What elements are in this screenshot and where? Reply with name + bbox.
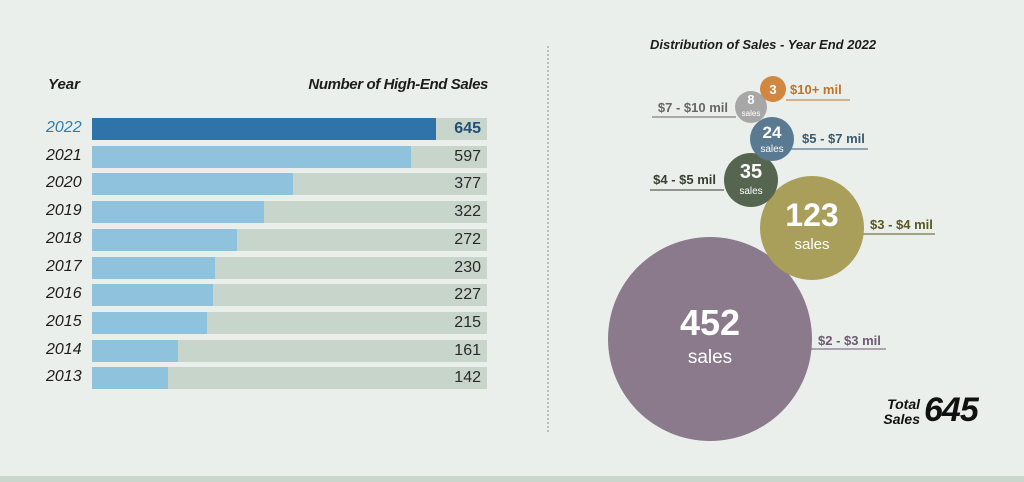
bubble-group: 24 sales $5 - $7 mil: [750, 117, 868, 161]
year-label: 2013: [46, 368, 82, 385]
bar-track: 227: [92, 284, 487, 306]
total-sales-label: Total Sales: [883, 396, 920, 427]
bar-row: 2019 322: [0, 201, 500, 223]
bar-track: 645: [92, 118, 487, 140]
bubble-count: 123: [785, 197, 838, 233]
year-label: 2020: [46, 174, 82, 191]
bar-value-label: 215: [454, 314, 481, 331]
bubble: [735, 91, 767, 123]
bar-fill: [92, 118, 436, 140]
bar-value-label: 272: [454, 231, 481, 248]
year-label: 2015: [46, 313, 82, 330]
bubble: [608, 237, 812, 441]
bar-row: 2016 227: [0, 284, 500, 306]
bar-value-label: 161: [454, 342, 481, 359]
bubble-count: 24: [763, 123, 782, 142]
bar-value-label: 322: [454, 203, 481, 220]
bubble-group: 123 sales $3 - $4 mil: [760, 176, 935, 280]
bar-track: 142: [92, 367, 487, 389]
total-sales-value: 645: [924, 391, 979, 429]
bar-track: 161: [92, 340, 487, 362]
year-label: 2019: [46, 202, 82, 219]
footer-band: [0, 476, 1024, 482]
bar-fill: [92, 340, 178, 362]
bar-fill: [92, 367, 168, 389]
bubble-range-label: $7 - $10 mil: [658, 100, 728, 115]
bar-fill: [92, 312, 207, 334]
bar-row: 2020 377: [0, 173, 500, 195]
bubble-unit: sales: [794, 236, 829, 253]
bubble-group: 8 sales $7 - $10 mil: [652, 91, 767, 123]
bar-fill: [92, 229, 237, 251]
bubble-unit: sales: [760, 144, 783, 155]
distribution-title: Distribution of Sales - Year End 2022: [650, 37, 877, 52]
bar-value-label: 597: [454, 148, 481, 165]
bubble-range-label: $2 - $3 mil: [818, 333, 881, 348]
bubble: [750, 117, 794, 161]
bar-row: 2018 272: [0, 229, 500, 251]
bar-track: 322: [92, 201, 487, 223]
bar-fill: [92, 284, 213, 306]
bar-fill: [92, 257, 215, 279]
bar-fill: [92, 201, 264, 223]
bar-track: 377: [92, 173, 487, 195]
year-label: 2014: [46, 341, 82, 358]
bubble-group: 452 sales $2 - $3 mil: [608, 237, 886, 441]
bubble: [760, 76, 786, 102]
sales-column-header: Number of High-End Sales: [308, 76, 488, 93]
bar-fill: [92, 173, 293, 195]
bar-row: 2014 161: [0, 340, 500, 362]
panel-divider: [547, 46, 549, 432]
year-label: 2021: [46, 147, 82, 164]
bar-track: 215: [92, 312, 487, 334]
bar-row: 2022 645: [0, 118, 500, 140]
year-label: 2016: [46, 285, 82, 302]
bubble-unit: sales: [742, 109, 761, 118]
bar-row: 2017 230: [0, 257, 500, 279]
year-label: 2022: [46, 119, 82, 136]
bar-track: 272: [92, 229, 487, 251]
bubble-unit: sales: [739, 186, 762, 197]
bubble-count: 452: [680, 302, 740, 343]
bar-track: 597: [92, 146, 487, 168]
bar-row: 2021 597: [0, 146, 500, 168]
bubble-unit: sales: [688, 347, 732, 368]
bar-value-label: 230: [454, 259, 481, 276]
bubble-range-label: $5 - $7 mil: [802, 131, 865, 146]
bubble: [760, 176, 864, 280]
bar-value-label: 142: [454, 369, 481, 386]
year-column-header: Year: [48, 76, 80, 93]
bar-value-label: 227: [454, 286, 481, 303]
bubble-group: 35 sales $4 - $5 mil: [650, 153, 778, 207]
bubble-count: 8: [747, 92, 754, 107]
bar-value-label: 645: [454, 120, 481, 137]
bar-row: 2015 215: [0, 312, 500, 334]
bubble-range-label: $3 - $4 mil: [870, 217, 933, 232]
bubble-group: 3 $10+ mil: [760, 76, 850, 102]
bar-fill: [92, 146, 411, 168]
bubble-range-label: $4 - $5 mil: [653, 172, 716, 187]
bubble-range-label: $10+ mil: [790, 82, 842, 97]
bar-track: 230: [92, 257, 487, 279]
bar-value-label: 377: [454, 175, 481, 192]
bubble-count: 35: [740, 161, 762, 183]
year-label: 2017: [46, 258, 82, 275]
year-label: 2018: [46, 230, 82, 247]
bar-row: 2013 142: [0, 367, 500, 389]
bubble: [724, 153, 778, 207]
bubble-count: 3: [769, 82, 776, 97]
